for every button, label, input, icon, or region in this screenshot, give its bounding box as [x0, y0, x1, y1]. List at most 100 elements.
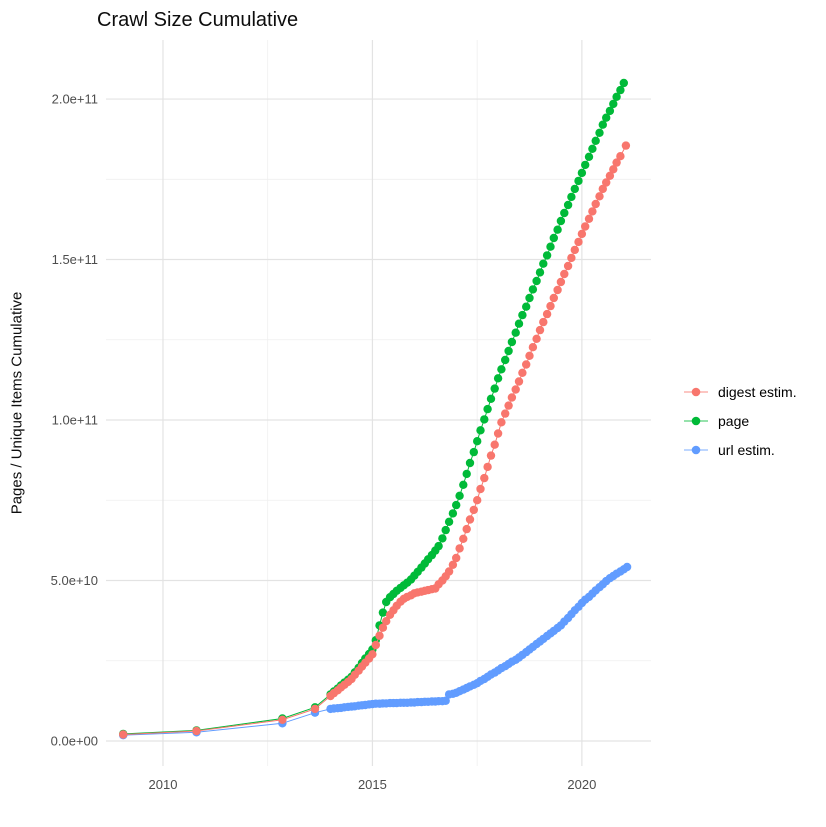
- data-point-digest-estim: [567, 253, 576, 263]
- data-point-digest-estim: [553, 285, 562, 295]
- data-point-page: [476, 426, 485, 435]
- data-point-page: [459, 480, 468, 489]
- data-point-page: [452, 500, 461, 510]
- data-point-digest-estim: [616, 152, 625, 161]
- data-point-page: [522, 302, 531, 311]
- data-point-digest-estim: [535, 325, 545, 335]
- data-point-digest-estim: [514, 377, 524, 386]
- data-point-page: [518, 310, 527, 320]
- data-point-page: [441, 525, 450, 535]
- data-point-digest-estim: [119, 730, 128, 739]
- data-point-digest-estim: [605, 171, 615, 180]
- data-point-page: [567, 192, 576, 202]
- legend-label: url estim.: [718, 442, 775, 458]
- data-point-page: [584, 152, 594, 161]
- y-tick-label: 1.5e+11: [52, 252, 98, 267]
- data-point-digest-estim: [581, 222, 590, 231]
- data-point-page: [528, 285, 538, 294]
- data-point-digest-estim: [455, 544, 464, 553]
- data-point-digest-estim: [612, 158, 621, 167]
- y-tick-label: 1.0e+11: [52, 413, 98, 428]
- data-point-page: [595, 128, 604, 137]
- data-point-digest-estim: [448, 560, 458, 569]
- y-axis-tick-labels: 0.0e+00 5.0e+10 1.0e+11 1.5e+11 2.0e+11: [51, 92, 98, 749]
- y-tick-label: 2.0e+11: [52, 92, 98, 107]
- data-point-page: [591, 136, 600, 145]
- data-point-page: [563, 200, 573, 210]
- series-digest-estim: [119, 141, 631, 739]
- data-point-page: [438, 534, 447, 543]
- data-point-page: [598, 120, 607, 129]
- data-point-page: [574, 176, 583, 186]
- data-point-digest-estim: [518, 368, 527, 377]
- data-point-page: [444, 517, 454, 526]
- x-tick-label: 2020: [567, 777, 596, 792]
- data-point-page: [501, 355, 510, 365]
- data-point-digest-estim: [462, 524, 471, 534]
- data-point-url-estim: [441, 696, 450, 705]
- data-point-page: [619, 78, 628, 88]
- data-point-digest-estim: [602, 178, 611, 187]
- data-point-page: [609, 99, 618, 109]
- data-point-page: [546, 242, 555, 251]
- data-point-digest-estim: [525, 351, 534, 360]
- data-point-digest-estim: [511, 385, 520, 394]
- data-point-digest-estim: [563, 261, 573, 271]
- data-point-page: [455, 491, 464, 500]
- data-point-digest-estim: [459, 534, 468, 543]
- data-point-digest-estim: [577, 229, 587, 239]
- data-point-page: [469, 447, 478, 457]
- data-point-digest-estim: [528, 343, 538, 352]
- data-point-digest-estim: [584, 214, 594, 223]
- data-point-digest-estim: [609, 165, 618, 174]
- data-point-digest-estim: [368, 650, 377, 659]
- data-point-page: [504, 346, 513, 356]
- data-point-digest-estim: [549, 293, 558, 303]
- x-tick-label: 2015: [358, 777, 387, 792]
- data-point-digest-estim: [595, 192, 604, 201]
- data-point-url-estim: [622, 562, 632, 572]
- data-point-digest-estim: [480, 473, 489, 483]
- data-point-digest-estim: [378, 623, 388, 632]
- data-point-digest-estim: [278, 715, 287, 724]
- data-point-page: [507, 337, 517, 347]
- data-point-page: [560, 208, 569, 218]
- data-point-page: [616, 85, 625, 95]
- data-point-digest-estim: [556, 277, 566, 287]
- data-point-digest-estim: [483, 462, 492, 472]
- data-point-digest-estim: [532, 334, 541, 343]
- data-point-page: [514, 319, 524, 328]
- gridlines-major: [106, 40, 651, 766]
- data-point-page: [493, 374, 503, 383]
- legend-label: page: [718, 413, 749, 429]
- data-point-page: [532, 276, 541, 286]
- legend-key-point: [691, 416, 701, 426]
- data-point-digest-estim: [507, 393, 517, 402]
- data-point-page: [497, 365, 506, 374]
- data-point-page: [434, 541, 443, 551]
- data-point-digest-estim: [465, 515, 475, 524]
- data-point-page: [570, 184, 579, 194]
- data-point-digest-estim: [490, 440, 499, 449]
- data-point-digest-estim: [539, 317, 548, 327]
- data-point-page: [539, 259, 548, 268]
- data-point-page: [480, 415, 489, 424]
- series-page: [119, 78, 628, 739]
- data-point-digest-estim: [375, 631, 384, 640]
- legend-item-url-estim: url estim.: [684, 442, 775, 458]
- data-point-digest-estim: [574, 237, 583, 247]
- legend: digest estim. page url estim.: [684, 384, 797, 458]
- data-point-page: [549, 233, 558, 243]
- legend-item-page: page: [684, 413, 749, 429]
- data-point-digest-estim: [486, 451, 496, 460]
- data-point-digest-estim: [598, 184, 607, 194]
- data-point-digest-estim: [591, 199, 600, 209]
- x-tick-label: 2010: [149, 777, 178, 792]
- gridlines-minor: [106, 40, 651, 766]
- data-point-digest-estim: [469, 505, 478, 515]
- data-point-digest-estim: [310, 704, 320, 714]
- data-point-page: [535, 268, 545, 277]
- data-point-digest-estim: [382, 617, 391, 626]
- y-tick-label: 5.0e+10: [51, 573, 98, 588]
